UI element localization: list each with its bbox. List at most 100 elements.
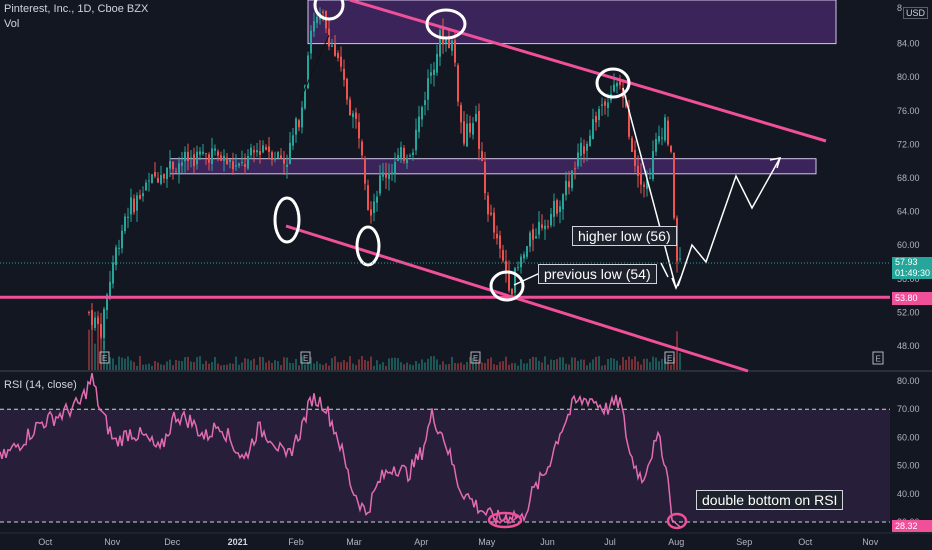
candle-body <box>442 27 444 45</box>
volume-bar <box>517 365 519 370</box>
candle-body <box>520 256 522 268</box>
volume-bar <box>664 357 666 370</box>
candle-body <box>577 152 579 167</box>
volume-bar <box>331 358 333 370</box>
volume-bar <box>469 356 471 370</box>
volume-bar <box>631 359 633 370</box>
mid-zone <box>169 158 817 175</box>
volume-bar <box>547 364 549 370</box>
volume-bar <box>223 364 225 370</box>
candle-body <box>400 147 402 158</box>
currency-button[interactable]: USD <box>903 7 929 19</box>
previous-low-pointer <box>513 272 541 286</box>
volume-bar <box>346 362 348 370</box>
volume-bar <box>508 364 510 370</box>
volume-bar <box>163 364 165 370</box>
price-tick-label: 72.00 <box>897 139 920 149</box>
countdown-value: 01:49:30 <box>895 268 931 278</box>
candle-body <box>619 80 621 86</box>
candle-body <box>559 206 561 213</box>
candle-body <box>412 152 414 155</box>
volume-bar <box>565 363 567 370</box>
price-tick-label: 80.00 <box>897 72 920 82</box>
candle-body <box>556 200 558 214</box>
volume-bar <box>487 358 489 370</box>
candle-body <box>121 230 123 249</box>
volume-bar <box>154 361 156 370</box>
volume-bar <box>151 365 153 370</box>
volume-bar <box>400 362 402 370</box>
volume-bar <box>610 357 612 370</box>
volume-bar <box>457 363 459 370</box>
rsi-tick-label: 70.00 <box>897 404 920 414</box>
candle-body <box>496 233 498 239</box>
volume-bar <box>649 362 651 370</box>
volume-bar <box>280 365 282 370</box>
volume-bar <box>418 363 420 370</box>
resistance-zone <box>307 0 837 45</box>
pivot-circle-1 <box>313 0 345 21</box>
rsi-legend: RSI (14, close) <box>4 379 77 391</box>
candle-body <box>514 268 516 293</box>
higher-low-label: higher low (56) <box>572 226 677 246</box>
time-tick-label: Oct <box>38 537 53 547</box>
volume-bar <box>544 356 546 370</box>
volume-bar <box>412 365 414 370</box>
volume-bar <box>139 356 141 370</box>
projection-leg-1 <box>622 87 677 289</box>
volume-bar <box>355 365 357 370</box>
candle-body <box>277 152 279 159</box>
time-tick-label: Aug <box>668 537 684 547</box>
volume-bar <box>112 358 114 370</box>
candle-body <box>280 155 282 159</box>
volume-bar <box>535 357 537 370</box>
time-tick-label: Jul <box>604 537 616 547</box>
volume-bar <box>670 364 672 370</box>
volume-bar <box>217 363 219 370</box>
candle-body <box>625 100 627 107</box>
pivot-circle-6 <box>489 270 525 302</box>
candle-body <box>598 108 600 120</box>
candle-body <box>460 104 462 123</box>
volume-bar <box>475 358 477 370</box>
projection-path <box>677 157 781 287</box>
candle-body <box>151 174 153 183</box>
candle-body <box>208 154 210 163</box>
candle-body <box>376 196 378 203</box>
volume-bar <box>166 361 168 370</box>
candle-body <box>271 152 273 160</box>
candle-body <box>589 135 591 147</box>
volume-bar <box>553 359 555 370</box>
time-tick-label: Sep <box>736 537 752 547</box>
candle-body <box>664 117 666 141</box>
volume-bar <box>361 356 363 370</box>
volume-bar <box>181 361 183 370</box>
candle-body <box>637 165 639 177</box>
volume-bar <box>514 363 516 370</box>
volume-bar <box>454 363 456 370</box>
pivot-circle-3 <box>595 67 631 99</box>
candle-body <box>268 146 270 152</box>
candle-body <box>655 139 657 152</box>
volume-bar <box>211 362 213 370</box>
support-price-tag: 53.80 <box>892 292 932 305</box>
candle-body <box>454 40 456 63</box>
candle-body <box>262 145 264 153</box>
candle-body <box>88 311 90 313</box>
earnings-marker-letter: E <box>303 354 308 363</box>
candle-body <box>199 151 201 155</box>
candle-body <box>370 209 372 216</box>
volume-bar <box>88 329 90 370</box>
volume-bar <box>232 363 234 370</box>
candle-body <box>502 250 504 261</box>
volume-bar <box>253 358 255 370</box>
volume-bar <box>289 362 291 370</box>
volume-bar <box>292 363 294 370</box>
volume-bar <box>394 357 396 370</box>
volume-bar <box>556 359 558 370</box>
volume-bar <box>613 358 615 370</box>
candle-body <box>283 158 285 164</box>
rsi-bottom-scribble <box>493 516 517 525</box>
volume-bar <box>208 363 210 370</box>
